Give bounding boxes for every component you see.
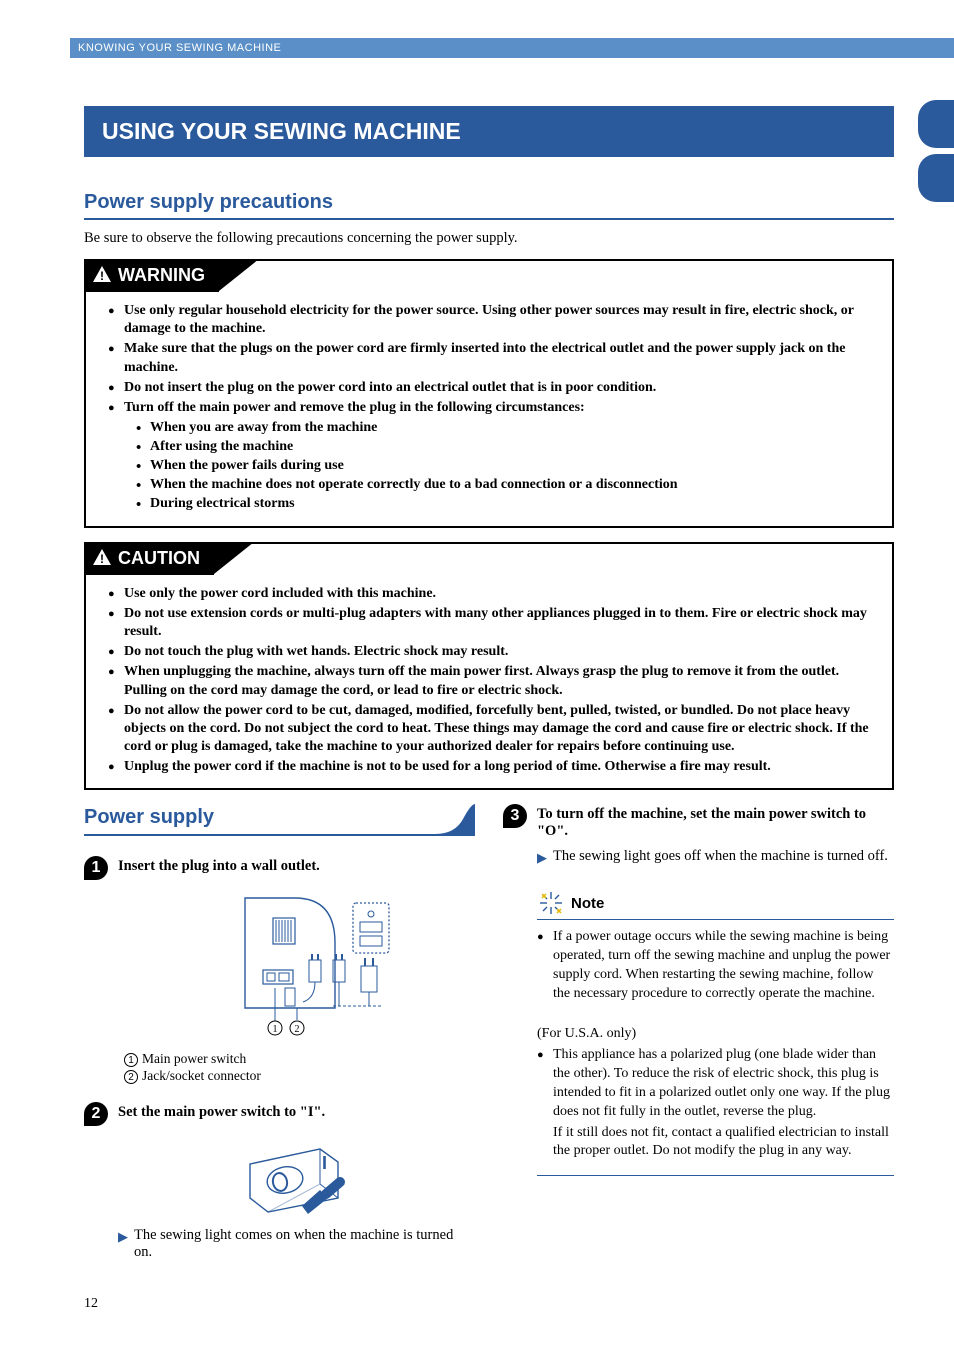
right-column: 3 To turn off the machine, set the main …	[503, 804, 894, 1261]
warning-subitem: When the power fails during use	[136, 457, 878, 476]
caution-item: Do not allow the power cord to be cut, d…	[108, 702, 878, 757]
caution-item: When unplugging the machine, always turn…	[108, 663, 878, 699]
note-item: If a power outage occurs while the sewin…	[537, 928, 894, 1004]
step-number-badge: 3	[503, 804, 527, 828]
step-2-text: Set the main power switch to "I".	[118, 1102, 325, 1121]
note-item-text: This appliance has a polarized plug (one…	[553, 1047, 890, 1119]
svg-text:I: I	[322, 1153, 327, 1173]
note-sparkle-icon	[537, 890, 565, 916]
note-usa-label: (For U.S.A. only)	[537, 1026, 894, 1042]
caution-item: Do not touch the plug with wet hands. El…	[108, 643, 878, 661]
warning-list: Use only regular household electricity f…	[86, 292, 892, 514]
diagram-legend: 1 Main power switch 2 Jack/socket connecto…	[124, 1051, 475, 1084]
sub-heading-row: Power supply	[84, 804, 475, 836]
triangle-icon: ▶	[537, 848, 547, 866]
caution-box: ! CAUTION Use only the power cord includ…	[84, 542, 894, 791]
step-3: 3 To turn off the machine, set the main …	[503, 804, 894, 840]
chapter-header: KNOWING YOUR SEWING MACHINE	[70, 38, 954, 58]
side-tabs	[918, 100, 954, 208]
legend-num-icon: 2	[124, 1070, 138, 1084]
note-item: This appliance has a polarized plug (one…	[537, 1046, 894, 1161]
caution-list: Use only the power cord included with th…	[86, 575, 892, 777]
tab-2	[918, 154, 954, 202]
caution-label: CAUTION	[118, 548, 200, 568]
result-text: The sewing light comes on when the machi…	[134, 1227, 475, 1261]
power-supply-heading: Power supply	[84, 806, 435, 833]
warning-box: ! WARNING Use only regular household ele…	[84, 259, 894, 528]
note-item-continued: If it still does not fit, contact a qual…	[553, 1124, 894, 1162]
warning-item: Use only regular household electricity f…	[108, 302, 878, 338]
svg-text:!: !	[100, 269, 104, 283]
warning-item: Do not insert the plug on the power cord…	[108, 379, 878, 397]
legend-num-icon: 1	[124, 1053, 138, 1067]
warning-item: Turn off the main power and remove the p…	[108, 399, 878, 514]
step-1-text: Insert the plug into a wall outlet.	[118, 856, 320, 875]
page-title: USING YOUR SEWING MACHINE	[84, 106, 894, 157]
page-container: KNOWING YOUR SEWING MACHINE USING YOUR S…	[0, 0, 954, 1348]
warning-label: WARNING	[118, 265, 205, 285]
left-column: Power supply 1 Insert the plug into a wa…	[84, 804, 475, 1261]
legend-row: 2 Jack/socket connector	[124, 1068, 475, 1084]
caution-item: Use only the power cord included with th…	[108, 585, 878, 603]
intro-text: Be sure to observe the following precaut…	[84, 230, 894, 247]
step-number-badge: 1	[84, 856, 108, 880]
legend-text: Main power switch	[142, 1051, 246, 1066]
heading-curve-icon	[435, 804, 475, 834]
warning-subitem: During electrical storms	[136, 495, 878, 514]
two-column-region: Power supply 1 Insert the plug into a wa…	[84, 804, 894, 1261]
legend-row: 1 Main power switch	[124, 1051, 475, 1067]
section-heading-precautions: Power supply precautions	[84, 191, 894, 220]
warning-icon: !	[92, 265, 112, 283]
svg-text:!: !	[100, 552, 104, 566]
note-label: Note	[571, 895, 604, 912]
note-list: If a power outage occurs while the sewin…	[537, 928, 894, 1018]
caution-item: Unplug the power cord if the machine is …	[108, 758, 878, 776]
step-3-text: To turn off the machine, set the main po…	[537, 804, 894, 840]
step-2-result: ▶ The sewing light comes on when the mac…	[118, 1227, 475, 1261]
caution-header: ! CAUTION	[84, 542, 214, 575]
plug-diagram: 1 2	[114, 888, 475, 1043]
tab-1	[918, 100, 954, 148]
result-text: The sewing light goes off when the machi…	[553, 848, 888, 865]
warning-header: ! WARNING	[84, 259, 219, 292]
step-number-badge: 2	[84, 1102, 108, 1126]
warning-subitem: When you are away from the machine	[136, 419, 878, 438]
warning-sublist: When you are away from the machine After…	[124, 419, 878, 513]
warning-subitem: After using the machine	[136, 438, 878, 457]
step-3-result: ▶ The sewing light goes off when the mac…	[537, 848, 894, 866]
caution-item: Do not use extension cords or multi-plug…	[108, 605, 878, 641]
switch-diagram: I	[114, 1134, 475, 1219]
svg-text:2: 2	[294, 1024, 299, 1035]
warning-item: Make sure that the plugs on the power co…	[108, 340, 878, 376]
step-2: 2 Set the main power switch to "I".	[84, 1102, 475, 1126]
step-1: 1 Insert the plug into a wall outlet.	[84, 856, 475, 880]
legend-text: Jack/socket connector	[142, 1068, 261, 1083]
page-number: 12	[84, 1296, 98, 1312]
caution-icon: !	[92, 548, 112, 566]
svg-text:1: 1	[272, 1024, 277, 1035]
warning-subitem: When the machine does not operate correc…	[136, 476, 878, 495]
note-block: Note If a power outage occurs while the …	[537, 890, 894, 1176]
triangle-icon: ▶	[118, 1227, 128, 1245]
note-header: Note	[537, 890, 894, 920]
note-list-usa: This appliance has a polarized plug (one…	[537, 1046, 894, 1176]
warning-item-text: Turn off the main power and remove the p…	[124, 400, 585, 415]
